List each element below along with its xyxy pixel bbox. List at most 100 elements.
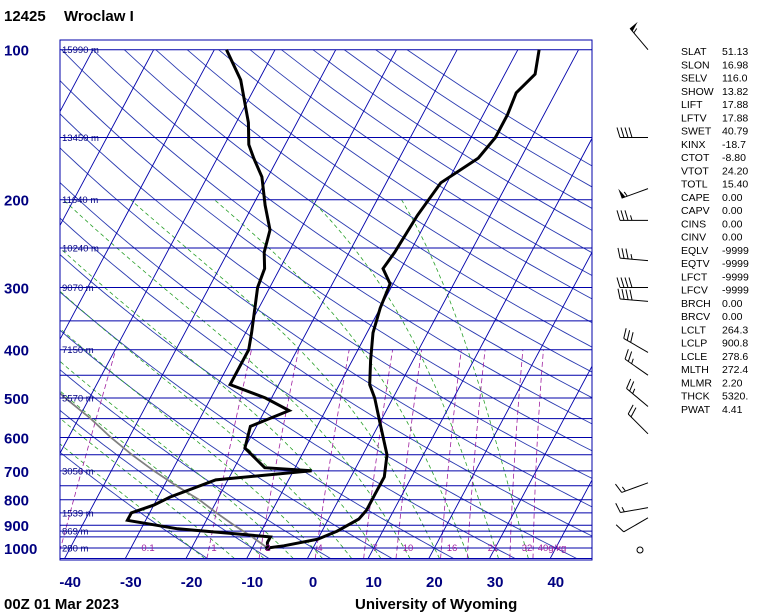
index-value: 0.00	[722, 205, 743, 217]
dry-adiabat-line	[60, 181, 592, 537]
index-value: 5320.	[722, 391, 748, 403]
grid-layer	[60, 49, 592, 560]
mixing-ratio-label: 2	[265, 543, 270, 554]
wind-barb-full	[616, 210, 621, 221]
wind-calm-circle	[636, 546, 644, 554]
mixing-ratio-label: 32	[522, 543, 533, 554]
index-value: 0.00	[722, 311, 743, 323]
mixing-ratio-label: 16	[447, 543, 458, 554]
index-label: LCLE	[681, 351, 707, 363]
index-value: 4.41	[722, 404, 743, 416]
wind-barb-full	[623, 328, 627, 339]
mixing-ratio-line	[532, 349, 544, 559]
isotherm-line	[428, 251, 592, 559]
wind-barb-full	[620, 277, 625, 288]
temperature-tick-label: -40	[59, 574, 81, 591]
wind-barb-full	[616, 277, 621, 288]
temperature-tick-label: 20	[426, 574, 443, 591]
wind-barb-staff	[627, 413, 649, 435]
index-value: 17.88	[722, 99, 748, 111]
wind-barb-staff	[621, 188, 649, 199]
index-label: KINX	[681, 139, 706, 151]
parcel-path-line	[60, 391, 269, 549]
wind-barb-full	[615, 483, 623, 493]
wind-barb-full	[627, 404, 634, 415]
index-label: LCLT	[681, 324, 706, 336]
wind-barb-flag	[618, 188, 626, 199]
dry-adiabat-line	[123, 49, 592, 373]
wind-barb-full	[625, 248, 629, 259]
wind-barb-staff	[620, 298, 649, 302]
wind-barb-full	[624, 127, 629, 138]
index-label: SWET	[681, 126, 712, 138]
wind-barb-staff	[620, 507, 649, 514]
index-value: -9999	[722, 258, 749, 270]
index-label: BRCV	[681, 311, 710, 323]
temperature-tick-label: -10	[241, 574, 263, 591]
height-label: 7150 m	[62, 345, 94, 356]
mixing-ratio-line	[60, 349, 117, 553]
index-value: -9999	[722, 285, 749, 297]
wind-barb-full	[615, 502, 621, 513]
dry-adiabat-line	[60, 253, 516, 559]
pressure-tick-label: 200	[4, 193, 29, 210]
moist-adiabat-line	[214, 199, 470, 559]
temperature-tick-label: 0	[309, 574, 317, 591]
mixing-ratio-line	[466, 349, 486, 559]
wind-barb-staff	[623, 517, 649, 533]
temperature-tick-label: -20	[181, 574, 203, 591]
index-value: 0.00	[722, 298, 743, 310]
dry-adiabat-line	[60, 79, 592, 452]
wind-barb-full	[626, 330, 631, 341]
height-label: 3056 m	[62, 466, 94, 477]
dry-adiabat-line	[92, 49, 592, 399]
height-label: 11640 m	[62, 195, 98, 206]
index-value: -9999	[722, 245, 749, 257]
index-label: CTOT	[681, 152, 710, 164]
wind-barbs-layer	[615, 21, 649, 554]
pressure-tick-label: 800	[4, 493, 29, 510]
index-label: LFCV	[681, 285, 708, 297]
dewpoint-line	[125, 49, 312, 551]
wind-barb-full	[624, 210, 629, 221]
wind-barb-staff	[620, 257, 649, 262]
wind-barb-full	[621, 289, 625, 300]
index-value: -8.80	[722, 152, 746, 164]
indices-table: SLAT 51.13 SLON 16.98 SELV 116.0 SHOW 13.82 LIFT…	[681, 46, 749, 416]
pressure-tick-label: 400	[4, 343, 29, 360]
moist-adiabat-line	[60, 417, 235, 559]
isotherm-line	[124, 49, 397, 559]
height-label: 13450 m	[62, 133, 99, 144]
index-value: 116.0	[722, 73, 748, 85]
index-label: MLTH	[681, 364, 709, 376]
index-value: 900.8	[722, 338, 748, 350]
index-label: SELV	[681, 73, 707, 85]
wind-barb-staff	[621, 482, 649, 493]
isotherm-line	[60, 49, 276, 455]
isotherm-line	[60, 49, 215, 341]
mixing-ratio-label: 10	[403, 543, 414, 554]
moist-adiabat-line	[60, 360, 294, 559]
index-value: -9999	[722, 271, 749, 283]
index-label: EQTV	[681, 258, 710, 270]
moist-adiabat-line	[401, 199, 529, 559]
dry-adiabat-line	[155, 49, 592, 348]
pressure-tick-label: 600	[4, 430, 29, 447]
index-value: 278.6	[722, 351, 748, 363]
data-source: University of Wyoming	[355, 596, 517, 613]
index-label: LCLP	[681, 338, 707, 350]
index-label: SLON	[681, 59, 710, 71]
wind-barb-half	[621, 486, 626, 492]
index-label: LIFT	[681, 99, 703, 111]
isotherm-line	[185, 49, 458, 559]
dry-adiabat-line	[60, 451, 208, 559]
wind-barb-staff	[626, 388, 649, 407]
index-value: 24.20	[722, 165, 748, 177]
isotherm-line	[60, 49, 155, 227]
mixing-ratio-label: 1	[211, 543, 216, 554]
dry-adiabat-line	[60, 113, 592, 479]
wind-barb-full	[620, 127, 625, 138]
pressure-tick-label: 1000	[4, 541, 37, 558]
index-label: CINS	[681, 218, 706, 230]
